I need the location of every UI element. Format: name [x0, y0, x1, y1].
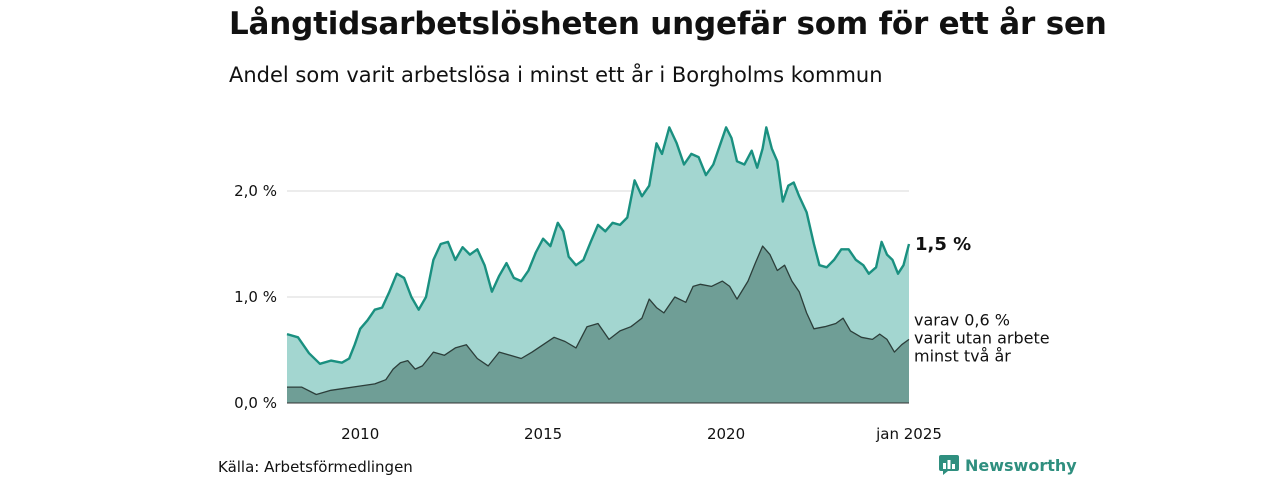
- sub-label-line: varav 0,6 %: [914, 310, 1010, 329]
- source-note: Källa: Arbetsförmedlingen: [218, 458, 413, 476]
- y-tick-label: 2,0 %: [234, 182, 277, 200]
- sub-label-line: minst två år: [914, 346, 1011, 365]
- y-axis-labels: 0,0 % 1,0 % 2,0 %: [234, 182, 277, 412]
- brand-logo: Newsworthy: [939, 455, 1077, 475]
- sub-label-line: varit utan arbete: [914, 328, 1050, 347]
- sub-series-label: varav 0,6 % varit utan arbete minst två år: [914, 310, 1050, 365]
- x-tick-label: 2020: [707, 425, 745, 443]
- x-axis-labels: 2010 2015 2020 jan 2025: [341, 425, 942, 443]
- y-tick-label: 1,0 %: [234, 288, 277, 306]
- x-tick-label: 2010: [341, 425, 379, 443]
- chart-title: Långtidsarbetslösheten ungefär som för e…: [229, 6, 1107, 42]
- end-value-label: 1,5 %: [915, 234, 971, 255]
- total-series-line: [286, 126, 911, 365]
- x-tick-label: jan 2025: [875, 425, 942, 443]
- chart-subtitle: Andel som varit arbetslösa i minst ett å…: [229, 63, 883, 87]
- long-term-series-line: [287, 245, 910, 396]
- x-tick-label: 2015: [524, 425, 562, 443]
- brand-name: Newsworthy: [965, 455, 1077, 475]
- y-tick-label: 0,0 %: [234, 394, 277, 412]
- bar-chart-icon: [939, 455, 959, 475]
